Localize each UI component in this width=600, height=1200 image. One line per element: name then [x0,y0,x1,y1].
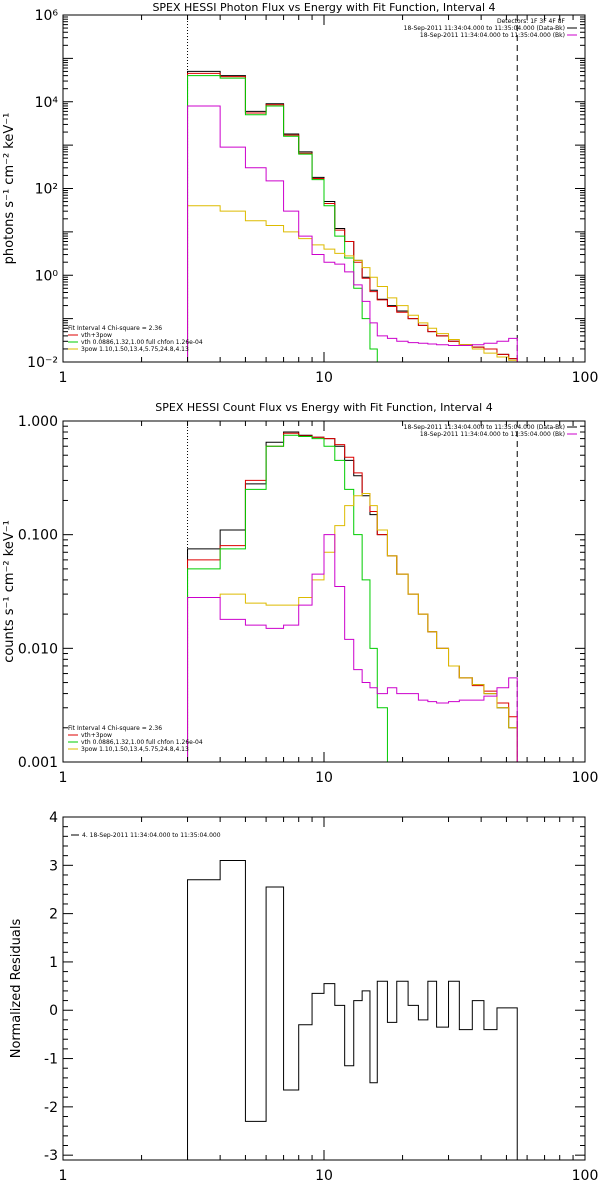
chart-panel-3: Normalized Residuals 1 10 100 -3 -2 -1 0 1 2 3 4 4. … [9,810,598,1184]
legend-header: Fit Interval 4 Chi-square = 2.36 [68,325,162,332]
x-tick-label: 100 [572,770,599,786]
legend-header: Detectors: 1F 3F 4F 8F [497,18,566,25]
chart-title: SPEX HESSI Count Flux vs Energy with Fit… [155,401,492,414]
legend-entry: vth+3pow [81,332,112,339]
y-tick-label: 0 [49,1003,58,1019]
legend-entry: 18-Sep-2011 11:34:04.000 to 11:35:04.000… [420,32,565,39]
legend-top-right: 18-Sep-2011 11:34:04.000 to 11:35:04.000… [404,424,577,438]
series-line-1 [187,859,518,1160]
y-tick-label: 10⁻² [27,355,58,371]
y-tick-label: 1.000 [18,414,58,430]
y-tick-label: 10⁰ [35,268,59,284]
y-tick-label: 10⁶ [35,8,59,24]
y-tick-label: 10⁴ [35,95,59,111]
y-tick-label: 0.100 [18,528,58,544]
legend-entry: 18-Sep-2011 11:34:04.000 to 11:35:04.000… [404,424,565,431]
y-axis-label: Normalized Residuals [9,919,24,1059]
chart-panel-1: SPEX HESSI Photon Flux vs Energy with Fi… [2,1,598,386]
x-tick-label: 10 [315,770,333,786]
series-line-3 [187,434,528,762]
legend-entry: vth 0.0886,1.32,1.00 full chfon 1.26e-04 [81,339,203,346]
y-tick-label: 10² [35,182,58,198]
legend-bottom-left: Fit Interval 4 Chi-square = 2.36vth+3pow… [68,325,203,353]
series-line-1 [187,431,528,762]
x-tick-label: 10 [315,370,333,386]
series-line-5 [187,534,528,762]
legend-entry: 3pow 1.10,1.50,13.4,5.75,24.8,4.13 [81,746,189,753]
series-line-5 [187,105,518,362]
x-tick-label: 1 [59,770,68,786]
series-line-1 [187,70,518,362]
plot-frame [62,420,586,763]
legend-entry: 18-Sep-2011 11:34:04.000 to 11:35:04.000… [404,25,565,32]
y-tick-label: 0.010 [18,641,58,657]
y-tick-label: -1 [44,1052,58,1068]
chart-panel-2: SPEX HESSI Count Flux vs Energy with Fit… [2,401,598,786]
y-tick-label: 2 [49,907,58,923]
y-axis-label: photons s⁻¹ cm⁻² keV⁻¹ [2,113,17,265]
legend-entry: vth+3pow [81,732,112,739]
x-tick-label: 10 [315,1168,333,1184]
series-line-2 [187,72,518,362]
legend-entry: 4. 18-Sep-2011 11:34:04.000 to 11:35:04.… [82,832,221,839]
x-tick-label: 1 [59,1168,68,1184]
y-tick-label: -3 [44,1148,58,1164]
x-tick-label: 100 [572,1168,599,1184]
y-axis-label: counts s⁻¹ cm⁻² keV⁻¹ [2,520,17,663]
chart-title: SPEX HESSI Photon Flux vs Energy with Fi… [152,1,495,14]
series-line-4 [187,205,518,362]
series-line-3 [187,75,518,362]
legend-top-left: 4. 18-Sep-2011 11:34:04.000 to 11:35:04.… [71,832,221,839]
legend-entry: 18-Sep-2011 11:34:04.000 to 11:35:04.000… [420,431,565,438]
legend-entry: 3pow 1.10,1.50,13.4,5.75,24.8,4.13 [81,346,189,353]
y-tick-label: 4 [49,810,58,826]
legend-header: Fit Interval 4 Chi-square = 2.36 [68,725,162,732]
y-tick-label: -2 [44,1100,58,1116]
x-tick-label: 100 [572,370,599,386]
y-tick-label: 0.001 [18,755,58,771]
legend-bottom-left: Fit Interval 4 Chi-square = 2.36vth+3pow… [68,725,203,753]
y-tick-label: 1 [49,955,58,971]
x-tick-label: 1 [59,370,68,386]
series-line-4 [187,493,528,762]
legend-entry: vth 0.0886,1.32,1.00 full chfon 1.26e-04 [81,739,203,746]
y-tick-label: 3 [49,858,58,874]
series-line-2 [187,432,528,762]
